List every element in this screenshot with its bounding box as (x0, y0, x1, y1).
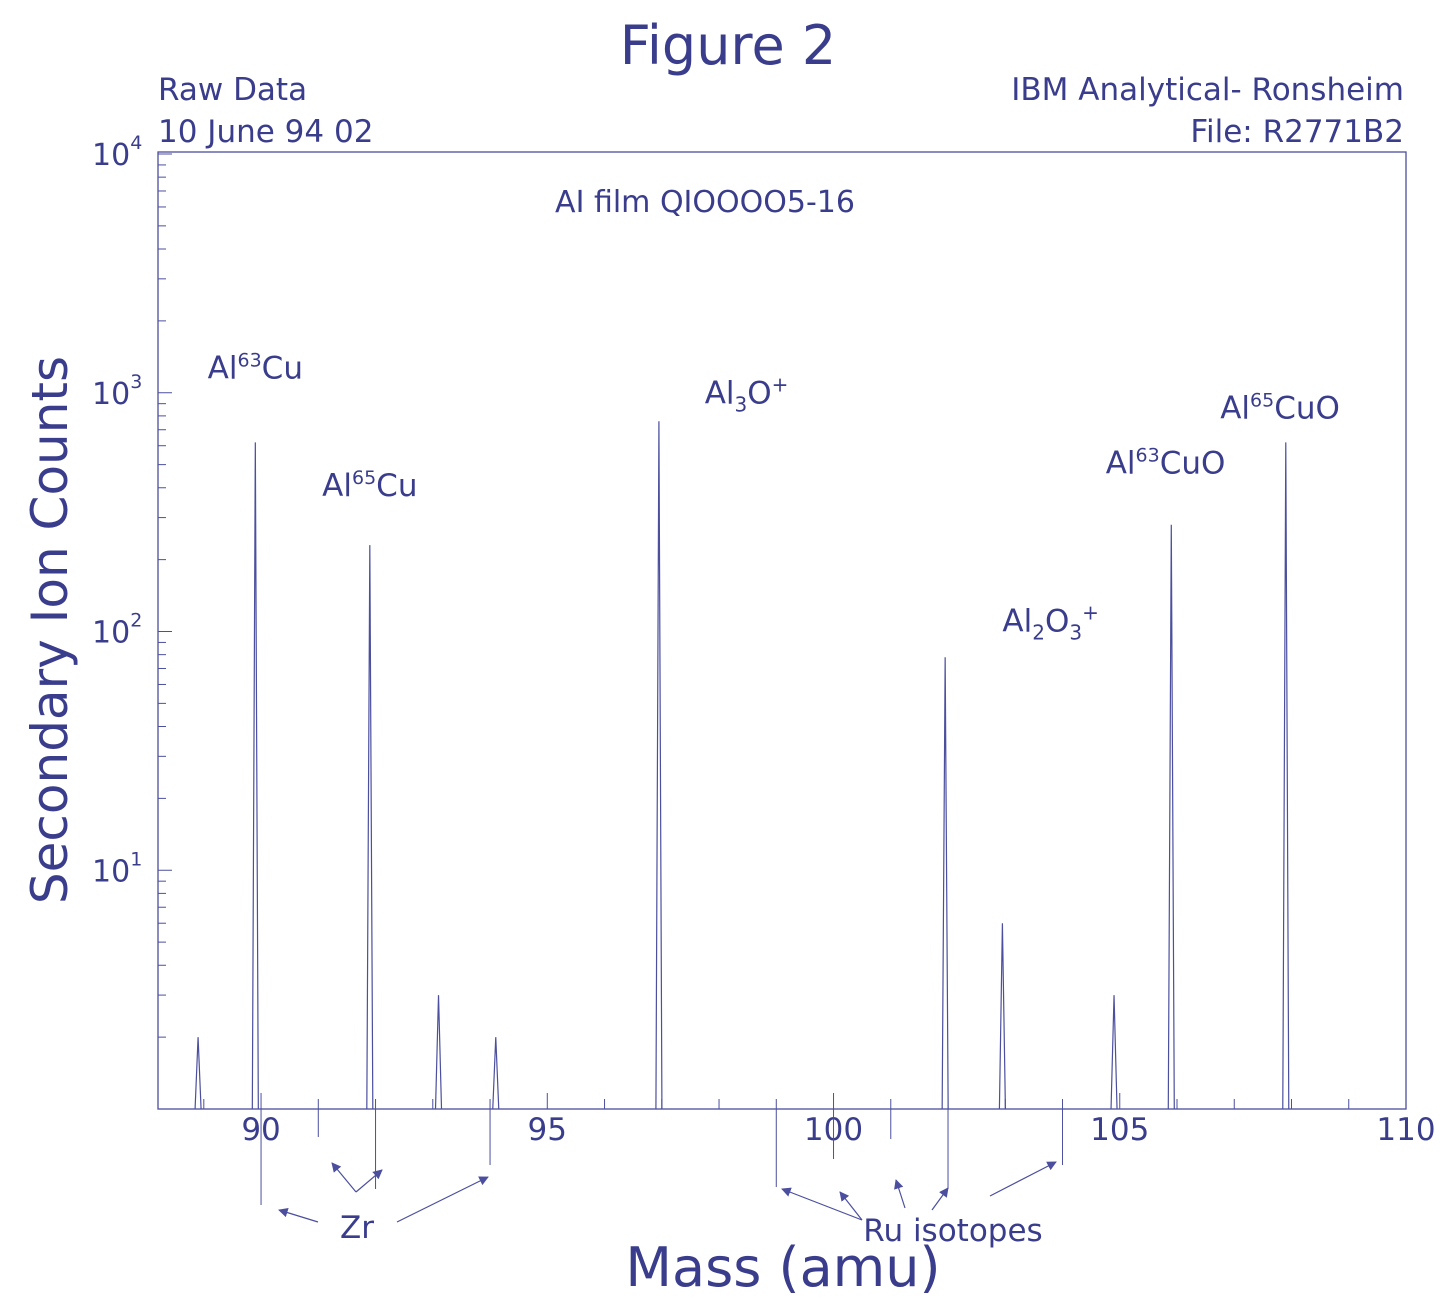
annotation-arrow (931, 1187, 949, 1211)
annotation-arrow (781, 1187, 863, 1221)
isotope-annotations: Zr Ru isotopes (260, 1109, 1064, 1249)
peak-line (941, 657, 949, 1110)
header-raw-data: Raw Data (158, 72, 308, 108)
peak-label-al65cu: Al65Cu (322, 467, 417, 504)
annotation-arrow (839, 1191, 863, 1221)
chart-subtitle: AI film QIOOOO5-16 (555, 185, 855, 220)
peak-label-al2o3: Al2O3+ (1002, 601, 1098, 645)
plot-frame (157, 151, 1407, 1110)
peak-label-al63cu: Al63Cu (208, 349, 303, 386)
annotation-arrow (278, 1207, 319, 1223)
peak-line (655, 421, 663, 1110)
peak-label-al65cuo: Al65CuO (1220, 390, 1340, 427)
x-tick-label: 95 (528, 1112, 567, 1148)
y-axis: 101 102 103 104 (92, 132, 172, 1110)
y-tick-label: 103 (92, 371, 142, 412)
peak-label-al63cuo: Al63CuO (1106, 444, 1226, 481)
figure-title: Figure 2 (619, 14, 837, 77)
annotation-arrow (355, 1169, 383, 1193)
peak-line (1110, 995, 1118, 1110)
annotation-arrow (331, 1162, 357, 1193)
header-date: 10 June 94 02 (158, 114, 374, 150)
y-tick-label: 101 (92, 848, 142, 889)
y-tick-label: 102 (92, 610, 142, 651)
x-axis: 90 95 100 105 110 (203, 1093, 1436, 1148)
peak-line (366, 545, 374, 1110)
annotation-arrow (989, 1161, 1057, 1197)
annotation-ru: Ru isotopes (863, 1213, 1042, 1249)
x-axis-label: Mass (amu) (625, 1236, 941, 1299)
annotation-arrow (894, 1179, 906, 1209)
x-tick-label: 110 (1376, 1112, 1435, 1148)
peak-labels: Al63Cu Al65Cu Al3O+ Al2O3+ Al63CuO Al65CuO (208, 349, 1340, 644)
header-file: File: R2771B2 (1190, 114, 1404, 150)
peak-label-al3o: Al3O+ (705, 373, 789, 417)
annotation-arrow (396, 1176, 489, 1223)
spectrum-trace (194, 421, 1290, 1110)
peak-line (998, 923, 1006, 1110)
peak-line (1282, 442, 1290, 1110)
annotation-zr: Zr (340, 1210, 374, 1246)
peak-line (194, 1037, 202, 1110)
peak-line (434, 995, 443, 1110)
peak-line (251, 442, 259, 1110)
peak-line (1167, 524, 1175, 1110)
peak-line (492, 1037, 500, 1110)
y-tick-label: 104 (92, 132, 142, 173)
y-axis-label: Secondary Ion Counts (21, 355, 79, 905)
x-tick-label: 105 (1090, 1112, 1149, 1148)
header-lab: IBM Analytical- Ronsheim (1011, 72, 1404, 108)
